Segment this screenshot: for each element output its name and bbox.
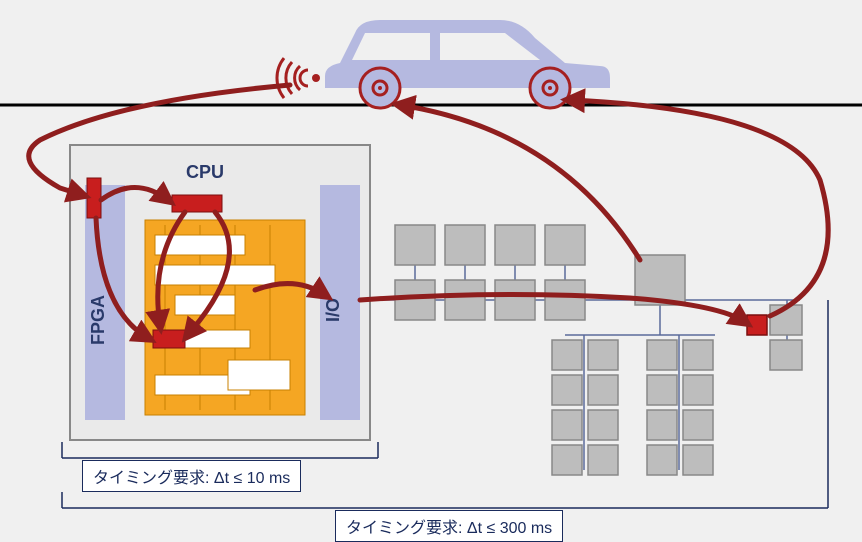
cpu-red-node [172, 195, 222, 212]
network-nodes [360, 225, 802, 475]
timing-label-2: タイミング要求: Δt ≤ 300 ms [335, 510, 563, 542]
fpga-label: FPGA [88, 295, 108, 345]
fpga-red-entry [87, 178, 101, 218]
timing-label-1: タイミング要求: Δt ≤ 10 ms [82, 460, 301, 492]
cpu-label: CPU [186, 162, 224, 182]
network-red-node [747, 315, 767, 335]
car-icon [277, 20, 610, 108]
timing-bracket-1 [62, 442, 378, 458]
cpu-red-task [153, 330, 185, 348]
sensor-waves-icon [277, 58, 308, 98]
io-label: I/O [323, 298, 343, 322]
